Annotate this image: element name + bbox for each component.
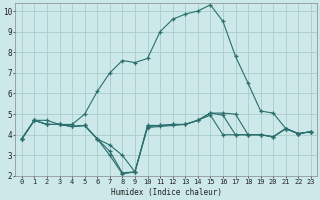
X-axis label: Humidex (Indice chaleur): Humidex (Indice chaleur) xyxy=(111,188,222,197)
